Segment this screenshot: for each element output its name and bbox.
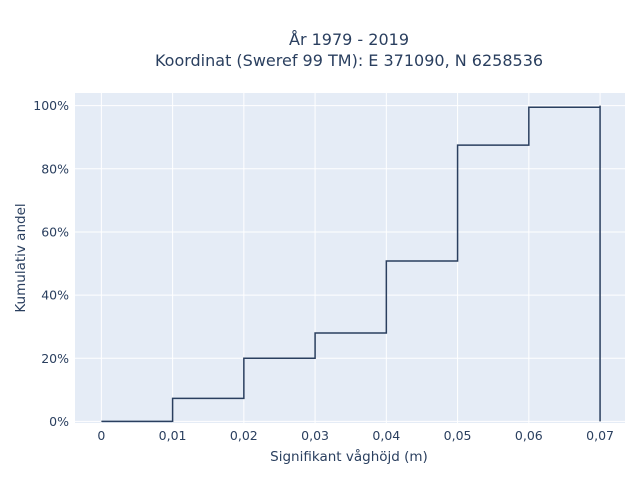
x-tick-label-5: 0,05 xyxy=(444,428,472,443)
x-axis-title: Signifikant våghöjd (m) xyxy=(270,448,428,465)
y-axis-title: Kumulativ andel xyxy=(13,203,29,312)
plot-area xyxy=(75,93,625,423)
x-tick-label-2: 0,02 xyxy=(230,428,258,443)
x-tick-label-4: 0,04 xyxy=(372,428,400,443)
x-tick-labels: 0 0,01 0,02 0,03 0,04 0,05 0,06 0,07 xyxy=(97,428,614,443)
cumulative-step-line xyxy=(101,105,601,423)
chart-title-line-1: År 1979 - 2019 xyxy=(289,30,409,49)
x-tick-label-0: 0 xyxy=(97,428,105,443)
series-layer xyxy=(101,105,601,423)
x-tick-label-3: 0,03 xyxy=(301,428,329,443)
y-tick-label-0: 0% xyxy=(49,414,69,429)
y-tick-labels: 0% 20% 40% 60% 80% 100% xyxy=(33,98,69,429)
chart-title-line-2: Koordinat (Sweref 99 TM): E 371090, N 62… xyxy=(155,51,543,70)
x-tick-label-1: 0,01 xyxy=(159,428,187,443)
x-tick-label-6: 0,06 xyxy=(515,428,543,443)
y-tick-label-5: 100% xyxy=(33,98,69,113)
y-tick-label-1: 20% xyxy=(41,351,69,366)
y-tick-label-2: 40% xyxy=(41,288,69,303)
y-tick-label-3: 60% xyxy=(41,224,69,239)
y-tick-label-4: 80% xyxy=(41,161,69,176)
x-tick-label-7: 0,07 xyxy=(586,428,614,443)
